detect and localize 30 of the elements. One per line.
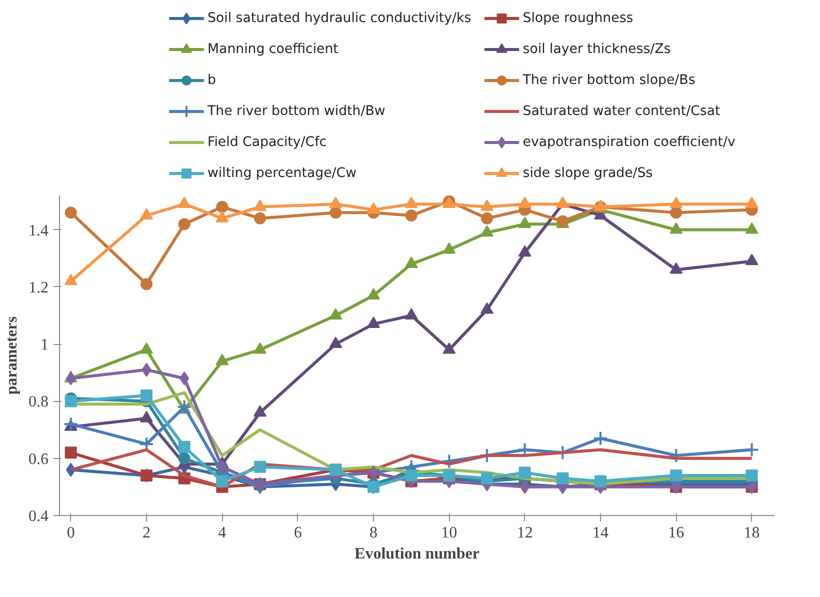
x-tick-label: 8 [369,524,378,542]
legend-label: The river bottom width/Bw [206,104,386,119]
legend-label: Soil saturated hydraulic conductivity/ks [208,11,472,26]
y-tick-label: 1.2 [28,279,48,296]
x-tick-label: 12 [516,524,533,542]
legend-label: Manning coefficient [208,42,338,57]
legend-label: evapotranspiration coefficient/v [522,135,736,150]
legend-label: Slope roughness [522,11,634,26]
legend-label: wilting percentage/Cw [208,166,357,181]
legend-label: Saturated water content/Csat [522,104,720,119]
legend-label: soil layer thickness/Zs [522,42,671,57]
x-tick-label: 16 [668,524,684,542]
y-tick-label: 0.6 [28,450,48,468]
x-axis-title: Evolution number [354,546,480,562]
x-tick-label: 10 [441,524,458,542]
x-tick-label: 4 [218,524,226,542]
x-tick-label: 0 [66,524,75,542]
x-tick-label: 6 [294,524,302,542]
y-tick-label: 0.4 [28,508,48,525]
x-tick-label: 14 [592,524,608,542]
y-tick-label: 1 [40,336,48,354]
y-tick-label: 1.4 [28,222,48,240]
y-axis-title: parameters [4,316,20,395]
x-tick-label: 2 [142,524,151,542]
x-tick-label: 18 [744,524,760,542]
y-tick-label: 0.8 [28,394,48,411]
legend-label: The river bottom slope/Bs [522,73,696,88]
legend-label: Field Capacity/Cfc [208,135,327,150]
legend-label: b [208,73,216,88]
legend-label: side slope grade/Ss [522,166,653,181]
